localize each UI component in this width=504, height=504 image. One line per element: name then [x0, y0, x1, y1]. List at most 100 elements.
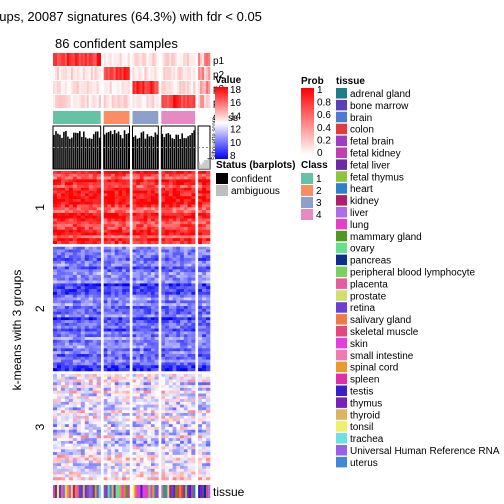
heatmap-cell — [136, 454, 141, 458]
heatmap-cell — [168, 354, 173, 358]
heatmap-cell — [172, 294, 177, 298]
heatmap-cell — [202, 421, 207, 425]
heatmap-cell — [191, 311, 196, 315]
prob-cell-p4 — [113, 95, 116, 108]
heatmap-cell — [72, 396, 78, 400]
heatmap-cell — [187, 204, 192, 208]
heatmap-cell — [161, 320, 166, 324]
heatmap-cell — [60, 274, 66, 279]
heatmap-cell — [56, 210, 62, 214]
heatmap-cell — [60, 404, 66, 408]
heatmap-cell — [198, 339, 203, 344]
heatmap-cell — [92, 260, 97, 264]
heatmap-cell — [68, 424, 74, 428]
heatmap-cell — [132, 201, 137, 205]
heatmap-cell — [132, 184, 137, 189]
heatmap-cell — [96, 249, 101, 253]
heatmap-cell — [64, 198, 70, 203]
heatmap-cell — [53, 435, 58, 439]
heatmap-cell — [161, 274, 166, 279]
heatmap-cell — [187, 415, 192, 419]
heatmap-cell — [114, 215, 119, 219]
silhouette-bar — [152, 136, 155, 169]
heatmap-cell — [56, 418, 62, 422]
heatmap-cell — [143, 210, 148, 214]
prob-cell-p4 — [146, 95, 149, 108]
heatmap-cell — [198, 454, 203, 458]
heatmap-cell — [80, 351, 86, 355]
heatmap-cell — [80, 249, 86, 253]
heatmap-cell — [206, 457, 211, 461]
heatmap-cell — [165, 269, 170, 273]
heatmap-cell — [206, 277, 211, 281]
heatmap-cell — [187, 221, 192, 225]
heatmap-cell — [118, 385, 123, 389]
heatmap-cell — [161, 421, 166, 425]
heatmap-cell — [111, 345, 116, 349]
heatmap-cell — [64, 322, 70, 327]
heatmap-cell — [84, 362, 90, 366]
heatmap-cell — [143, 184, 148, 189]
heatmap-cell — [60, 314, 66, 318]
heatmap-cell — [84, 291, 90, 296]
heatmap-cell — [103, 368, 108, 372]
heatmap-cell — [76, 179, 82, 183]
heatmap-cell — [53, 432, 58, 436]
heatmap-cell — [206, 407, 211, 411]
heatmap-cell — [72, 246, 78, 250]
prob-cell-p2 — [173, 67, 176, 80]
heatmap-cell — [118, 238, 123, 242]
heatmap-cell — [80, 190, 86, 194]
heatmap-cell — [64, 294, 70, 298]
heatmap-cell — [56, 212, 62, 217]
heatmap-cell — [125, 393, 130, 397]
heatmap-cell — [183, 322, 188, 327]
heatmap-cell — [139, 246, 144, 250]
heatmap-cell — [187, 328, 192, 332]
heatmap-cell — [198, 429, 203, 433]
row-group-label: 3 — [33, 423, 47, 430]
heatmap-cell — [53, 477, 58, 481]
heatmap-cell — [132, 218, 137, 222]
heatmap-cell — [96, 190, 101, 194]
heatmap-cell — [111, 246, 116, 250]
heatmap-cell — [118, 193, 123, 197]
heatmap-cell — [176, 452, 181, 456]
heatmap-cell — [202, 454, 207, 458]
heatmap-cell — [168, 390, 173, 394]
heatmap-cell — [202, 235, 207, 239]
heatmap-cell — [76, 277, 82, 281]
heatmap-cell — [96, 415, 101, 419]
heatmap-cell — [176, 359, 181, 363]
heatmap-cell — [191, 387, 196, 391]
prob-cell-p3 — [121, 81, 124, 94]
heatmap-cell — [84, 283, 90, 287]
heatmap-cell — [103, 176, 108, 180]
heatmap-cell — [165, 210, 170, 214]
heatmap-cell — [125, 274, 130, 279]
heatmap-cell — [143, 342, 148, 346]
heatmap-cell — [96, 246, 101, 250]
heatmap-cell — [103, 308, 108, 312]
heatmap-cell — [147, 224, 152, 228]
heatmap-cell — [168, 474, 173, 478]
heatmap-cell — [64, 260, 70, 264]
heatmap-cell — [136, 325, 141, 329]
heatmap-cell — [111, 322, 116, 327]
heatmap-cell — [139, 390, 144, 394]
heatmap-cell — [88, 235, 94, 239]
heatmap-cell — [76, 303, 82, 307]
heatmap-cell — [150, 331, 155, 335]
heatmap-cell — [111, 429, 116, 433]
prob-cell-p4 — [53, 95, 56, 108]
bottom-annotation: tissue — [53, 485, 245, 499]
heatmap-cell — [168, 226, 173, 231]
heatmap-cell — [176, 306, 181, 310]
heatmap-cell — [80, 415, 86, 419]
heatmap-cell — [107, 435, 112, 439]
heatmap-cell — [180, 193, 185, 197]
heatmap-cell — [125, 210, 130, 214]
heatmap-cell — [68, 252, 74, 256]
heatmap-cell — [191, 300, 196, 304]
heatmap-cell — [107, 362, 112, 366]
